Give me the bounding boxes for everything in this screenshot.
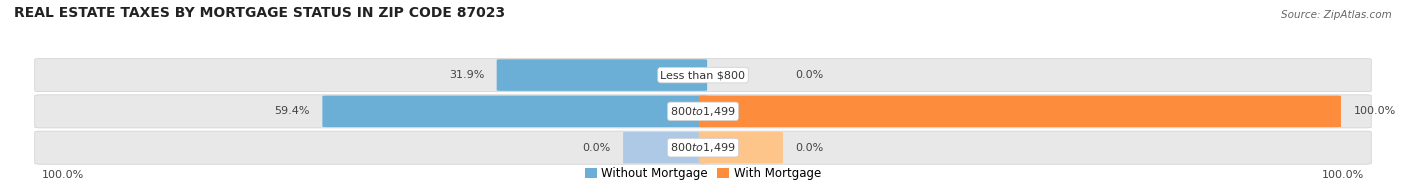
Text: 31.9%: 31.9% — [449, 70, 484, 80]
FancyBboxPatch shape — [623, 132, 707, 163]
Text: Less than $800: Less than $800 — [661, 70, 745, 80]
FancyBboxPatch shape — [35, 131, 1371, 164]
Text: 0.0%: 0.0% — [582, 143, 610, 153]
Text: 100.0%: 100.0% — [1354, 106, 1396, 116]
Text: $800 to $1,499: $800 to $1,499 — [671, 141, 735, 154]
Text: 100.0%: 100.0% — [42, 170, 84, 180]
Text: 100.0%: 100.0% — [1322, 170, 1364, 180]
FancyBboxPatch shape — [35, 95, 1371, 128]
FancyBboxPatch shape — [35, 58, 1371, 92]
Text: $800 to $1,499: $800 to $1,499 — [671, 105, 735, 118]
Text: 0.0%: 0.0% — [796, 70, 824, 80]
Text: 59.4%: 59.4% — [274, 106, 309, 116]
Text: REAL ESTATE TAXES BY MORTGAGE STATUS IN ZIP CODE 87023: REAL ESTATE TAXES BY MORTGAGE STATUS IN … — [14, 6, 505, 20]
Text: Source: ZipAtlas.com: Source: ZipAtlas.com — [1281, 10, 1392, 20]
FancyBboxPatch shape — [699, 132, 783, 163]
Legend: Without Mortgage, With Mortgage: Without Mortgage, With Mortgage — [585, 167, 821, 180]
FancyBboxPatch shape — [496, 59, 707, 91]
FancyBboxPatch shape — [699, 96, 1341, 127]
FancyBboxPatch shape — [322, 96, 707, 127]
Text: 0.0%: 0.0% — [796, 143, 824, 153]
